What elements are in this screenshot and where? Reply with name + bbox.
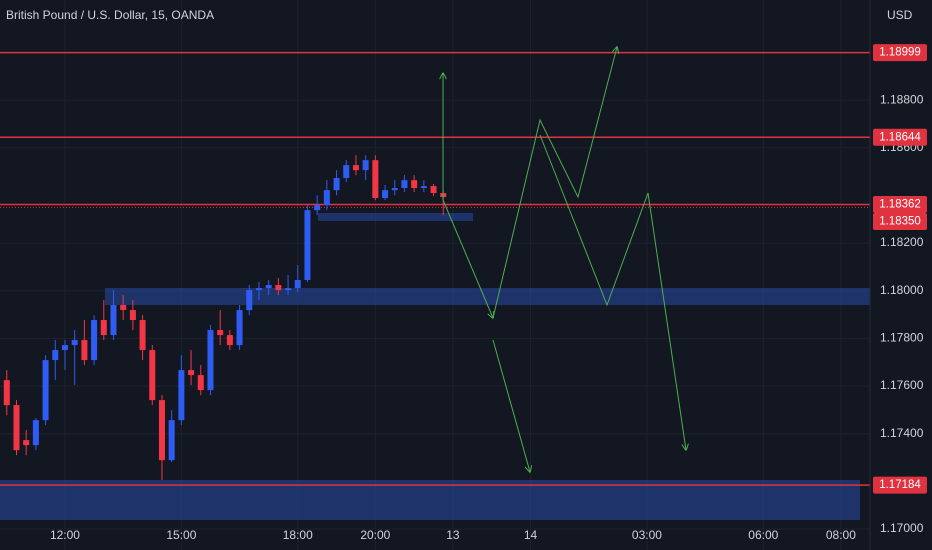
y-tick-label: 1.17600: [880, 378, 924, 392]
candle-body: [3, 380, 10, 406]
level-box: [873, 44, 927, 62]
level-label: 1.18350: [879, 215, 921, 227]
candle-body: [188, 370, 195, 376]
candle-body: [32, 420, 39, 446]
candle-body: [430, 186, 437, 194]
level-label: 1.17184: [879, 479, 921, 491]
candle-body: [236, 310, 243, 346]
candle-body: [197, 375, 204, 391]
x-tick-label: 06:00: [748, 528, 778, 542]
candle-body: [178, 370, 185, 421]
candle-body: [352, 165, 359, 171]
candle-body: [23, 440, 30, 446]
candle-body: [343, 165, 350, 179]
candle-body: [13, 405, 20, 451]
y-tick-label: 1.17400: [880, 426, 924, 440]
candle-body: [149, 350, 156, 401]
candle-body: [52, 350, 59, 361]
candle-body: [304, 210, 311, 281]
candles: [3, 155, 447, 480]
x-tick-label: 03:00: [632, 528, 662, 542]
level-box: [873, 212, 927, 230]
candle-body: [333, 178, 340, 191]
candle-body: [168, 420, 175, 461]
level-label: 1.18999: [879, 47, 921, 59]
candle-body: [255, 288, 262, 291]
axis-unit: USD: [887, 8, 913, 22]
axis-labels: 1.188001.186001.182001.180001.178001.176…: [50, 44, 927, 542]
y-tick-label: 1.17800: [880, 331, 924, 345]
price-axis: [870, 0, 932, 550]
candle-body: [275, 285, 282, 291]
candle-body: [285, 288, 292, 291]
y-tick-label: 1.18800: [880, 92, 924, 106]
candle-body: [110, 305, 117, 336]
zone: [318, 213, 473, 221]
x-tick-label: 08:00: [826, 528, 856, 542]
level-box: [873, 195, 927, 213]
zone: [105, 288, 875, 305]
candle-body: [91, 320, 98, 361]
candle-body: [81, 340, 88, 361]
candle-body: [323, 190, 330, 206]
candle-body: [401, 180, 408, 189]
candle-body: [139, 320, 146, 351]
candle-body: [207, 330, 214, 391]
levels: [0, 51, 870, 486]
y-tick-label: 1.18200: [880, 235, 924, 249]
y-tick-label: 1.18000: [880, 283, 924, 297]
candle-body: [158, 400, 165, 461]
level-box: [873, 128, 927, 146]
x-tick-label: 14: [524, 528, 538, 542]
candle-body: [294, 280, 301, 289]
arrow: [539, 134, 686, 450]
arrow: [492, 47, 617, 319]
candle-body: [42, 360, 49, 421]
arrow: [442, 199, 493, 318]
chart-title: British Pound / U.S. Dollar, 15, OANDA: [6, 8, 214, 22]
candle-body: [71, 340, 78, 346]
level-label: 1.18644: [879, 131, 921, 143]
x-tick-label: 20:00: [360, 528, 390, 542]
candle-body: [246, 290, 253, 311]
candle-body: [129, 310, 136, 321]
candle-body: [217, 330, 224, 336]
projection-arrows: [443, 47, 686, 472]
candle-body: [265, 285, 272, 289]
x-tick-label: 12:00: [50, 528, 80, 542]
zones: [0, 213, 875, 520]
candle-body: [372, 160, 379, 199]
level-box: [873, 476, 927, 494]
candle-body: [411, 180, 418, 189]
candle-body: [391, 188, 398, 191]
candle-body: [120, 305, 127, 311]
y-tick-label: 1.17000: [880, 521, 924, 535]
arrow: [492, 339, 530, 472]
x-tick-label: 18:00: [283, 528, 313, 542]
x-tick-label: 15:00: [166, 528, 196, 542]
x-tick-label: 13: [446, 528, 460, 542]
grid: [0, 0, 870, 550]
candle-body: [420, 186, 427, 189]
level-label: 1.18362: [879, 198, 921, 210]
zone: [0, 480, 860, 520]
candle-body: [362, 160, 369, 171]
candle-body: [100, 320, 107, 336]
candle-body: [382, 190, 389, 199]
candle-body: [61, 345, 68, 351]
candle-body: [314, 205, 321, 211]
candle-body: [226, 335, 233, 346]
